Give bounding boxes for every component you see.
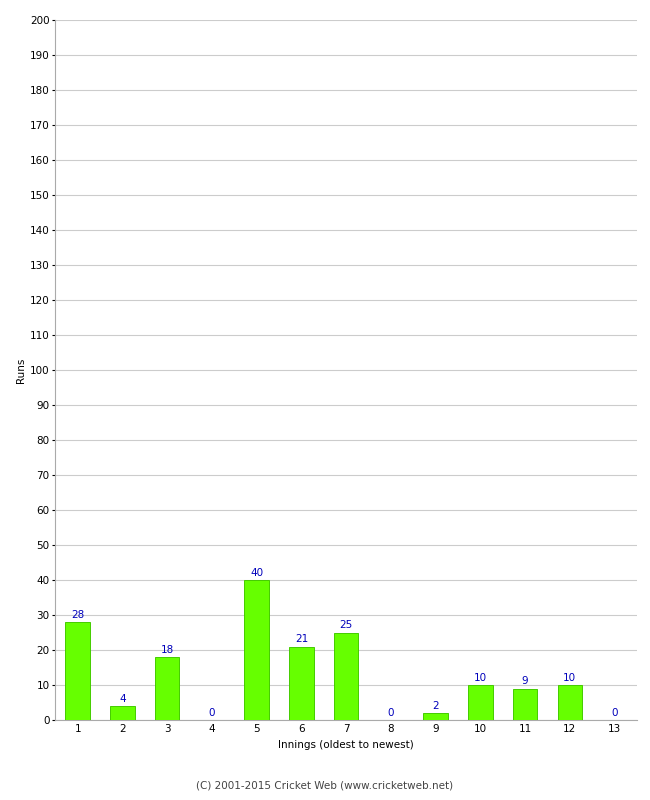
X-axis label: Innings (oldest to newest): Innings (oldest to newest) xyxy=(278,740,414,750)
Text: 10: 10 xyxy=(564,673,577,683)
Bar xyxy=(65,622,90,720)
Text: 0: 0 xyxy=(612,708,618,718)
Text: 25: 25 xyxy=(339,621,353,630)
Bar xyxy=(289,646,314,720)
Text: 40: 40 xyxy=(250,568,263,578)
Text: 2: 2 xyxy=(432,701,439,711)
Text: 4: 4 xyxy=(119,694,125,704)
Bar xyxy=(244,580,269,720)
Bar xyxy=(155,657,179,720)
Bar xyxy=(334,633,358,720)
Bar xyxy=(423,713,448,720)
Bar xyxy=(468,685,493,720)
Text: 0: 0 xyxy=(209,708,215,718)
Text: 10: 10 xyxy=(474,673,487,683)
Y-axis label: Runs: Runs xyxy=(16,358,26,382)
Text: 9: 9 xyxy=(522,677,528,686)
Text: 21: 21 xyxy=(294,634,308,645)
Bar xyxy=(110,706,135,720)
Text: (C) 2001-2015 Cricket Web (www.cricketweb.net): (C) 2001-2015 Cricket Web (www.cricketwe… xyxy=(196,781,454,790)
Bar xyxy=(513,689,538,720)
Text: 28: 28 xyxy=(71,610,84,620)
Bar xyxy=(558,685,582,720)
Text: 18: 18 xyxy=(161,645,174,655)
Text: 0: 0 xyxy=(387,708,394,718)
